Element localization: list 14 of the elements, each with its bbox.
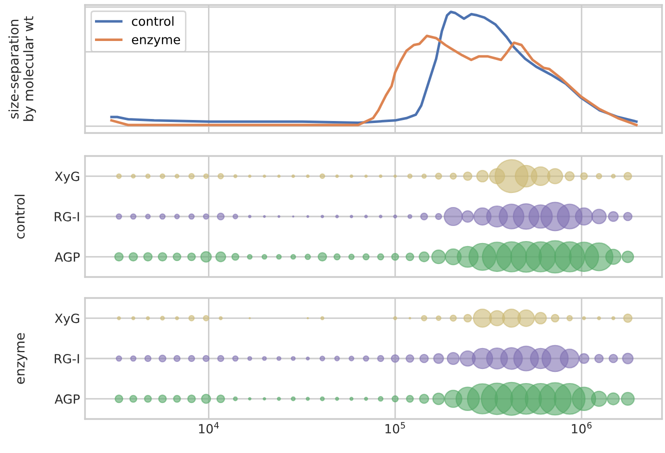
y-tick-label: RG-I bbox=[54, 212, 79, 222]
legend-label: control bbox=[132, 16, 174, 26]
legend-label: enzyme bbox=[132, 37, 180, 47]
x-tick-label: 10$^{6}$ bbox=[572, 422, 592, 434]
y-tick-label: RG-I bbox=[54, 354, 79, 364]
y-axis-title: enzyme bbox=[17, 333, 28, 384]
y-tick-label: AGP bbox=[54, 252, 80, 262]
y-tick-label: XyG bbox=[54, 314, 80, 326]
x-tick-label: 10$^{5}$ bbox=[386, 422, 405, 434]
y-axis-title: control bbox=[14, 194, 25, 239]
x-tick-label: 10$^{4}$ bbox=[199, 422, 219, 434]
y-tick-label: XyG bbox=[54, 172, 80, 184]
y-tick-label: AGP bbox=[54, 394, 80, 404]
y-axis-title: size-separation by molecular wt bbox=[8, 16, 36, 121]
